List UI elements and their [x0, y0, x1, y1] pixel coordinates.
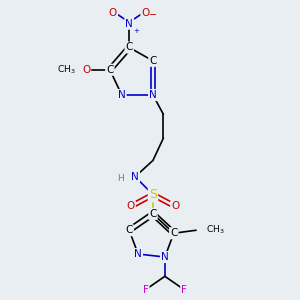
Text: C: C: [125, 43, 133, 52]
Text: CH$_3$: CH$_3$: [206, 224, 225, 236]
Text: N: N: [161, 252, 169, 262]
Text: F: F: [142, 285, 148, 295]
Text: C: C: [149, 209, 157, 219]
Text: CH$_3$: CH$_3$: [58, 64, 76, 76]
Text: N: N: [149, 90, 157, 100]
Text: C: C: [106, 65, 114, 75]
Text: N: N: [118, 90, 126, 100]
Text: −: −: [148, 10, 157, 20]
Text: F: F: [181, 285, 187, 295]
Text: C: C: [170, 228, 178, 238]
Text: N: N: [125, 19, 133, 29]
Text: N: N: [134, 249, 142, 259]
Text: N: N: [131, 172, 139, 182]
Text: +: +: [134, 28, 140, 34]
Text: O: O: [82, 65, 90, 75]
Text: O: O: [127, 202, 135, 212]
Text: O: O: [141, 8, 150, 18]
Text: C: C: [149, 56, 157, 66]
Text: C: C: [125, 225, 133, 235]
Text: H: H: [117, 174, 124, 183]
Text: O: O: [171, 202, 179, 212]
Text: O: O: [109, 8, 117, 18]
Text: S: S: [149, 188, 157, 201]
